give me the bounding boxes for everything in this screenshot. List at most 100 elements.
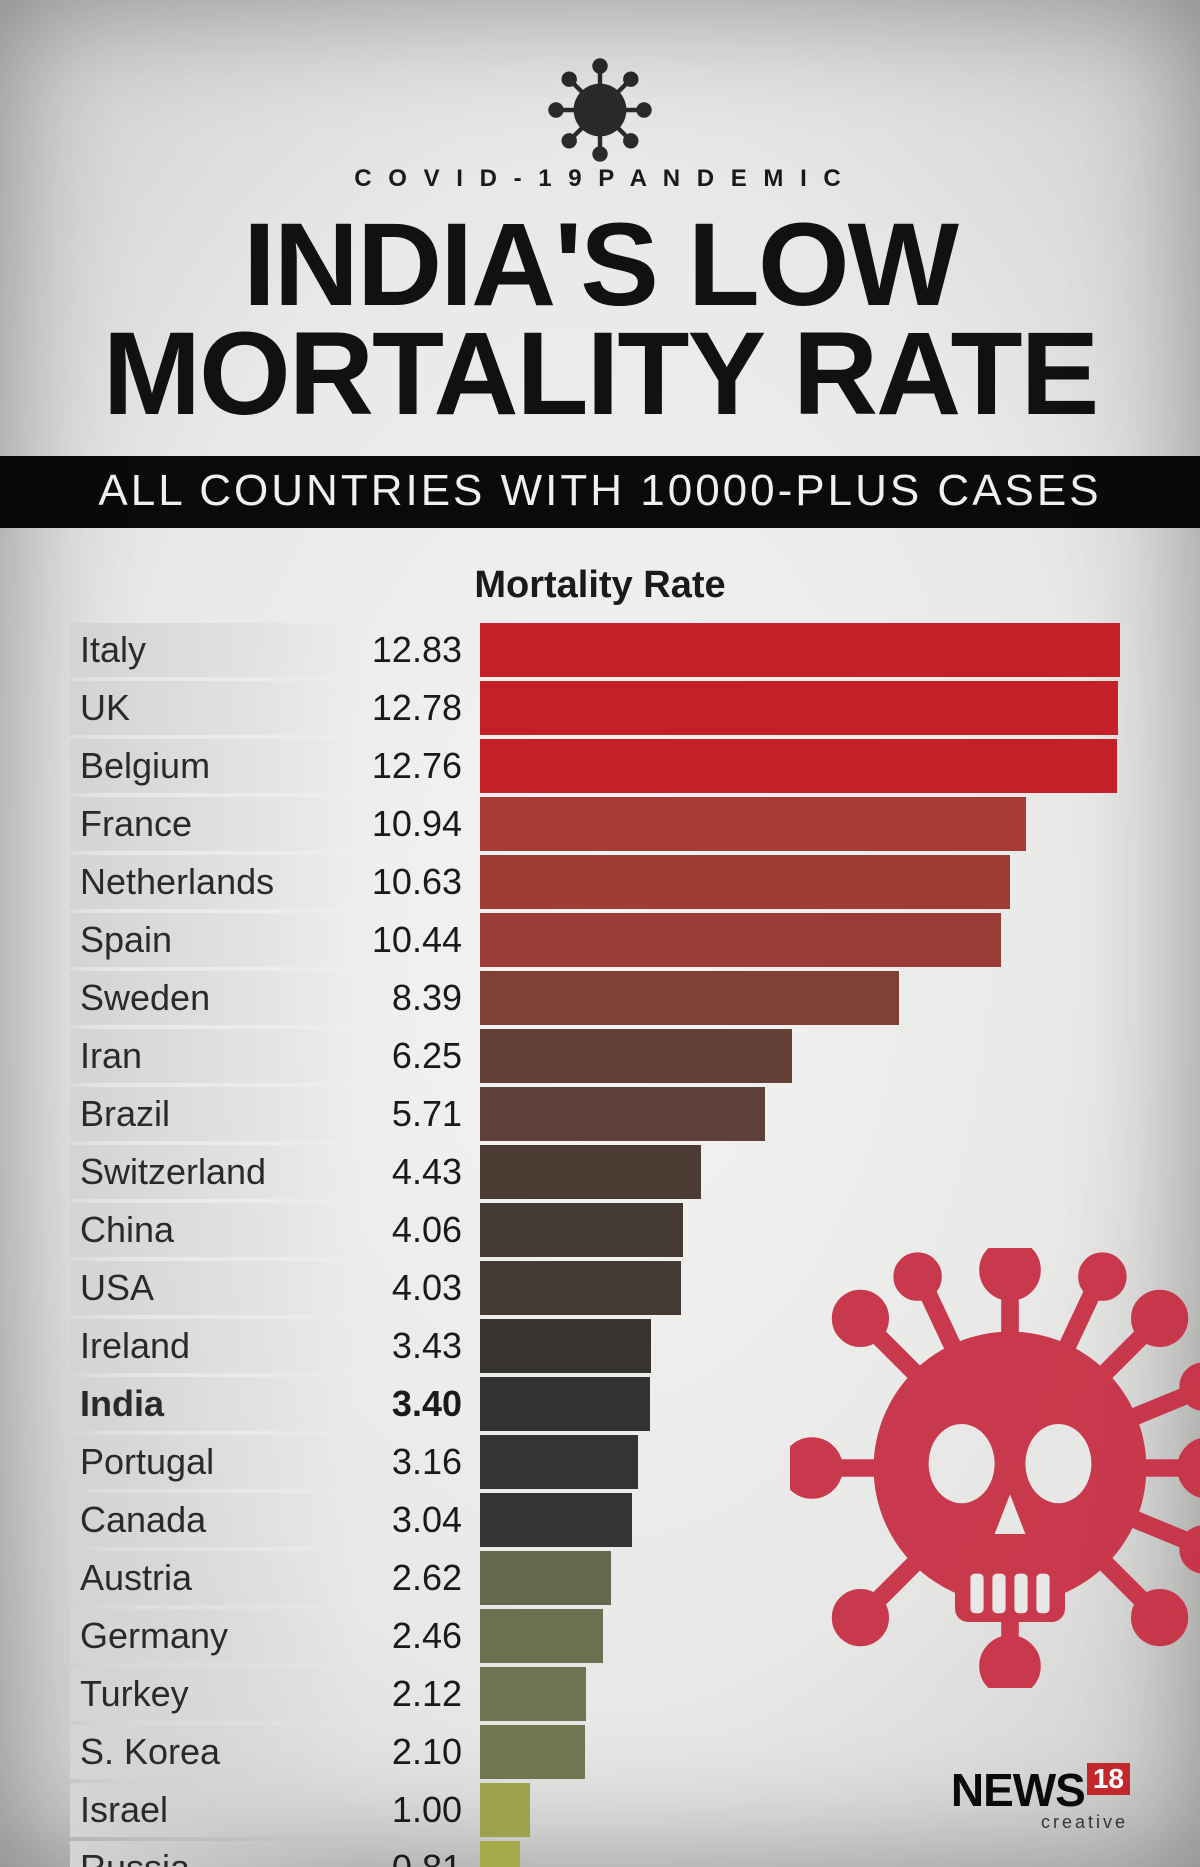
chart-row: Brazil5.71 <box>70 1087 1130 1141</box>
value-label: 8.39 <box>360 977 480 1019</box>
bar <box>480 1377 650 1431</box>
chart-row: Netherlands10.63 <box>70 855 1130 909</box>
bar <box>480 971 899 1025</box>
bar <box>480 1319 651 1373</box>
country-label: UK <box>70 681 360 735</box>
bar-track <box>480 855 1130 909</box>
value-label: 2.62 <box>360 1557 480 1599</box>
chart-title: Mortality Rate <box>70 564 1130 607</box>
value-label: 12.78 <box>360 687 480 729</box>
value-label: 2.10 <box>360 1731 480 1773</box>
bar <box>480 1667 586 1721</box>
country-label: Netherlands <box>70 855 360 909</box>
country-label: India <box>70 1377 360 1431</box>
chart-row: Spain10.44 <box>70 913 1130 967</box>
virus-icon <box>545 55 655 165</box>
value-label: 10.44 <box>360 919 480 961</box>
chart-row: Italy12.83 <box>70 623 1130 677</box>
bar <box>480 1493 632 1547</box>
value-label: 4.43 <box>360 1151 480 1193</box>
bar-track <box>480 1841 1130 1867</box>
value-label: 6.25 <box>360 1035 480 1077</box>
country-label: Sweden <box>70 971 360 1025</box>
value-label: 12.76 <box>360 745 480 787</box>
main-title: INDIA'S LOW MORTALITY RATE <box>0 211 1200 428</box>
country-label: Italy <box>70 623 360 677</box>
country-label: Iran <box>70 1029 360 1083</box>
bar <box>480 1203 683 1257</box>
country-label: Turkey <box>70 1667 360 1721</box>
bar <box>480 1029 792 1083</box>
bar-track <box>480 913 1130 967</box>
pandemic-label: C O V I D - 1 9 P A N D E M I C <box>0 165 1200 193</box>
country-label: S. Korea <box>70 1725 360 1779</box>
bar <box>480 855 1010 909</box>
value-label: 0.81 <box>360 1847 480 1867</box>
value-label: 4.03 <box>360 1267 480 1309</box>
infographic-page: C O V I D - 1 9 P A N D E M I C INDIA'S … <box>0 0 1200 1867</box>
bar <box>480 681 1118 735</box>
bar-track <box>480 1783 1130 1837</box>
bar <box>480 1725 585 1779</box>
value-label: 3.16 <box>360 1441 480 1483</box>
bar <box>480 1261 681 1315</box>
country-label: Switzerland <box>70 1145 360 1199</box>
title-line-2: MORTALITY RATE <box>0 320 1200 429</box>
country-label: Germany <box>70 1609 360 1663</box>
virus-skull-icon <box>790 1248 1200 1688</box>
bar-track <box>480 1029 1130 1083</box>
subtitle-bar: ALL COUNTRIES WITH 10000-PLUS CASES <box>0 456 1200 528</box>
country-label: Ireland <box>70 1319 360 1373</box>
title-line-1: INDIA'S LOW <box>0 211 1200 320</box>
country-label: Israel <box>70 1783 360 1837</box>
country-label: Belgium <box>70 739 360 793</box>
value-label: 5.71 <box>360 1093 480 1135</box>
bar <box>480 1087 765 1141</box>
country-label: Russia <box>70 1841 360 1867</box>
value-label: 3.43 <box>360 1325 480 1367</box>
bar-track <box>480 1087 1130 1141</box>
value-label: 10.94 <box>360 803 480 845</box>
country-label: China <box>70 1203 360 1257</box>
chart-row: France10.94 <box>70 797 1130 851</box>
country-label: Portugal <box>70 1435 360 1489</box>
country-label: France <box>70 797 360 851</box>
chart: Mortality Rate Italy12.83UK12.78Belgium1… <box>0 528 1200 1867</box>
country-label: USA <box>70 1261 360 1315</box>
chart-row: Iran6.25 <box>70 1029 1130 1083</box>
chart-row: Sweden8.39 <box>70 971 1130 1025</box>
value-label: 1.00 <box>360 1789 480 1831</box>
bar <box>480 623 1120 677</box>
bar-track <box>480 623 1130 677</box>
bar-track <box>480 797 1130 851</box>
bar-track <box>480 681 1130 735</box>
bar <box>480 797 1026 851</box>
value-label: 2.12 <box>360 1673 480 1715</box>
value-label: 2.46 <box>360 1615 480 1657</box>
chart-row: Belgium12.76 <box>70 739 1130 793</box>
bar <box>480 739 1117 793</box>
bar <box>480 1783 530 1837</box>
bar-track <box>480 1725 1130 1779</box>
value-label: 3.04 <box>360 1499 480 1541</box>
bar-track <box>480 1145 1130 1199</box>
bar <box>480 913 1001 967</box>
header: C O V I D - 1 9 P A N D E M I C INDIA'S … <box>0 0 1200 528</box>
country-label: Austria <box>70 1551 360 1605</box>
value-label: 4.06 <box>360 1209 480 1251</box>
bar <box>480 1145 701 1199</box>
bar <box>480 1435 638 1489</box>
chart-row: Israel1.00 <box>70 1783 1130 1837</box>
chart-row: UK12.78 <box>70 681 1130 735</box>
chart-row: Switzerland4.43 <box>70 1145 1130 1199</box>
country-label: Canada <box>70 1493 360 1547</box>
bar <box>480 1841 520 1867</box>
value-label: 3.40 <box>360 1383 480 1425</box>
bar <box>480 1551 611 1605</box>
value-label: 10.63 <box>360 861 480 903</box>
bar-track <box>480 971 1130 1025</box>
chart-row: Russia0.81 <box>70 1841 1130 1867</box>
country-label: Spain <box>70 913 360 967</box>
value-label: 12.83 <box>360 629 480 671</box>
bar-track <box>480 739 1130 793</box>
